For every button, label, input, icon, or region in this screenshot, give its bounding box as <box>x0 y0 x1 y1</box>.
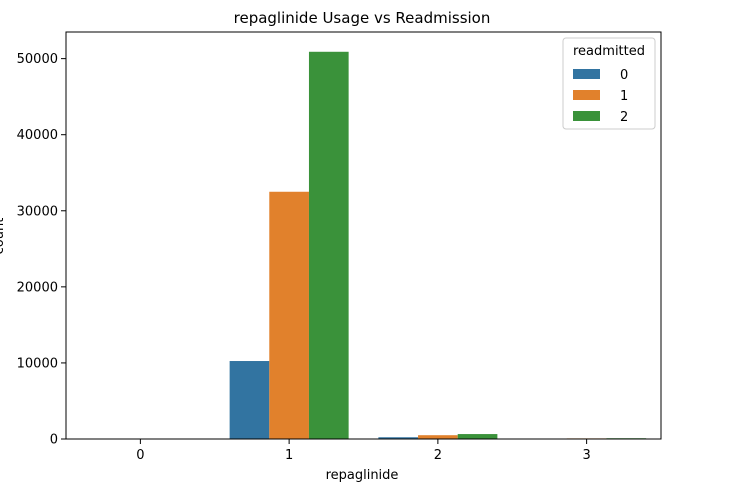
legend-swatch-1 <box>573 90 600 100</box>
bar-1-series-0 <box>229 361 270 439</box>
y-tick-label: 50000 <box>17 52 58 67</box>
legend-label-0: 0 <box>620 68 628 83</box>
bar-1-series-1 <box>269 191 309 439</box>
legend-label-2: 2 <box>620 110 628 125</box>
y-tick-label: 20000 <box>17 280 58 295</box>
legend: readmitted 0 1 2 <box>562 37 656 130</box>
chart-title: repaglinide Usage vs Readmission <box>234 9 491 27</box>
y-tick-label: 40000 <box>17 128 58 143</box>
y-axis-label: count <box>0 218 7 255</box>
y-tick-label: 10000 <box>17 356 58 371</box>
bar-2-series-1 <box>418 435 458 439</box>
x-tick-label: 3 <box>582 448 590 463</box>
legend-label-1: 1 <box>620 89 628 104</box>
legend-swatch-0 <box>573 69 600 79</box>
bar-2-series-0 <box>378 437 419 439</box>
x-tick-label: 0 <box>136 448 144 463</box>
bars-layer <box>229 51 647 439</box>
plot-frame <box>65 31 662 440</box>
x-axis-label: repaglinide <box>326 468 399 483</box>
legend-swatch-2 <box>573 111 600 121</box>
y-tick-label: 0 <box>50 433 58 448</box>
legend-title: readmitted <box>573 44 645 59</box>
axes-layer: 0 1 2 3 0 10000 20000 30000 40000 50000 <box>17 31 662 463</box>
x-tick-label: 2 <box>434 448 442 463</box>
legend-box <box>562 37 656 130</box>
bar-1-series-2 <box>308 51 349 439</box>
bar-2-series-2 <box>457 434 498 439</box>
x-tick-label: 1 <box>285 448 293 463</box>
y-tick-label: 30000 <box>17 204 58 219</box>
